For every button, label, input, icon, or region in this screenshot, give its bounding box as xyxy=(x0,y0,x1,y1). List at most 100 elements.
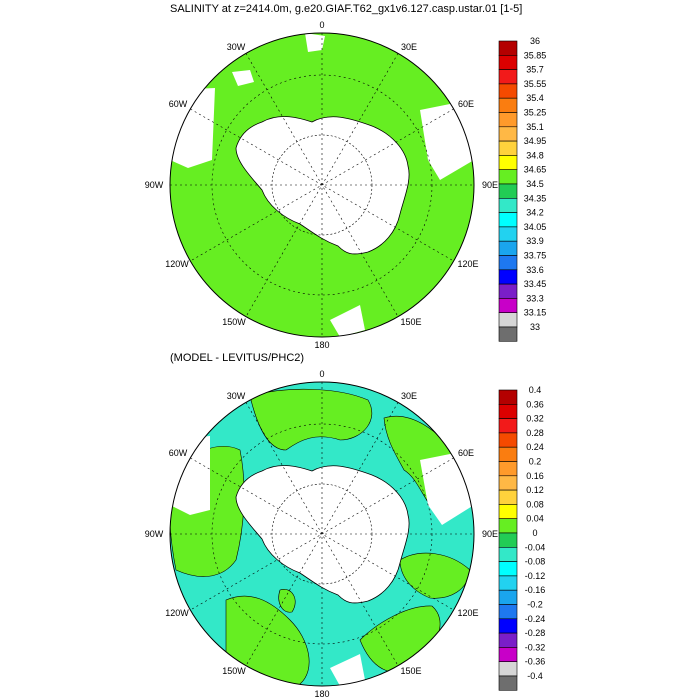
bottom-colorbar-swatch xyxy=(498,389,518,405)
top-missing-patch xyxy=(232,70,254,86)
top-lon-label-120e: 120E xyxy=(457,259,478,269)
top-panel-title: SALINITY at z=2414.0m, g.e20.GIAF.T62_gx… xyxy=(170,3,523,15)
bottom-missing-patch xyxy=(330,654,365,686)
top-colorbar-swatch xyxy=(498,255,518,271)
bottom-colorbar-label: 0.16 xyxy=(526,471,544,481)
bottom-polar-map: 0 30E 60E 90E 120E 150E 180 150W 120W 90… xyxy=(145,369,498,699)
bottom-colorbar-swatch xyxy=(498,432,518,448)
top-antarctica xyxy=(235,116,410,255)
bottom-colorbar-swatch xyxy=(498,504,518,519)
bottom-colorbar-swatch xyxy=(498,403,518,419)
top-colorbar-swatch xyxy=(498,269,518,285)
top-colorbar-swatch xyxy=(498,212,518,228)
top-colorbar-label: 34.5 xyxy=(526,179,544,189)
top-colorbar-label: 35.4 xyxy=(526,93,544,103)
top-lon-label-60w: 60W xyxy=(169,99,188,109)
bottom-colorbar-label: -0.16 xyxy=(525,585,546,595)
top-colorbar-label: 34.05 xyxy=(524,222,547,232)
top-colorbar-swatch xyxy=(498,140,518,156)
bottom-colorbar-label: 0.08 xyxy=(526,499,544,509)
bottom-colorbar-swatch xyxy=(498,532,518,548)
bottom-colorbar-swatch xyxy=(498,461,518,477)
top-colorbar-swatch xyxy=(498,112,518,128)
bottom-lon-label-30e: 30E xyxy=(401,391,417,401)
bottom-colorbar-swatch xyxy=(498,489,518,505)
top-colorbar-label: 33.9 xyxy=(526,236,544,246)
bottom-lon-label-120w: 120W xyxy=(165,608,189,618)
bottom-lon-label-60w: 60W xyxy=(169,448,188,458)
top-lon-label-60e: 60E xyxy=(458,99,474,109)
bottom-colorbar-label: 0.24 xyxy=(526,442,544,452)
top-lon-label-0: 0 xyxy=(319,20,324,30)
bottom-lon-label-150e: 150E xyxy=(400,666,421,676)
top-colorbar-label: 35.1 xyxy=(526,122,544,132)
bottom-colorbar-swatch xyxy=(498,518,518,534)
top-lon-label-30w: 30W xyxy=(227,42,246,52)
bottom-colorbar-label: -0.12 xyxy=(525,571,546,581)
bottom-lon-label-30w: 30W xyxy=(227,391,246,401)
top-colorbar-label: 33 xyxy=(530,322,540,332)
bottom-colorbar-label: -0.32 xyxy=(525,642,546,652)
top-colorbar-label: 34.35 xyxy=(524,193,547,203)
top-colorbar-swatch xyxy=(498,169,518,185)
top-colorbar-label: 33.45 xyxy=(524,279,547,289)
top-lon-label-90e: 90E xyxy=(482,180,498,190)
bottom-lon-label-150w: 150W xyxy=(222,666,246,676)
top-colorbar-swatch xyxy=(498,198,518,213)
top-colorbar-label: 35.55 xyxy=(524,79,547,89)
bottom-colorbar-swatch xyxy=(498,418,518,434)
top-map-border xyxy=(169,32,475,338)
top-polar-map: 0 30E 60E 90E 120E 150E 180 150W 120W 90… xyxy=(145,20,498,350)
top-colorbar-label: 36 xyxy=(530,36,540,46)
top-colorbar-label: 35.7 xyxy=(526,65,544,75)
bottom-colorbar-swatch xyxy=(498,475,518,491)
top-lon-label-30e: 30E xyxy=(401,42,417,52)
top-colorbar-swatch xyxy=(498,312,518,328)
top-colorbar-label: 35.25 xyxy=(524,108,547,118)
bottom-colorbar-label: 0.28 xyxy=(526,428,544,438)
top-colorbar-swatch xyxy=(498,97,518,113)
bottom-antarctica xyxy=(235,465,410,604)
bottom-colorbar-label: -0.2 xyxy=(527,600,543,610)
bottom-colorbar-label: -0.24 xyxy=(525,614,546,624)
bottom-colorbar-label: 0.36 xyxy=(526,399,544,409)
top-colorbar-swatch xyxy=(498,183,518,199)
bottom-lon-label-60e: 60E xyxy=(458,448,474,458)
bottom-lon-label-180: 180 xyxy=(314,689,329,699)
bottom-colorbar-swatch xyxy=(498,618,518,634)
bottom-colorbar-label: -0.08 xyxy=(525,557,546,567)
bottom-colorbar-label: 0.4 xyxy=(529,385,542,395)
top-colorbar-swatch xyxy=(498,326,518,342)
bottom-colorbar-label: -0.4 xyxy=(527,671,543,681)
bottom-colorbar-swatch xyxy=(498,632,518,648)
top-colorbar-swatch xyxy=(498,240,518,256)
bottom-colorbar-label: 0.12 xyxy=(526,485,544,495)
top-colorbar-label: 34.95 xyxy=(524,136,547,146)
top-colorbar-swatch xyxy=(498,126,518,142)
bottom-lon-label-90e: 90E xyxy=(482,529,498,539)
top-lon-label-150e: 150E xyxy=(400,317,421,327)
top-colorbar-swatch xyxy=(498,40,518,56)
bottom-colorbar: 0.4 0.36 0.32 0.28 0.24 0.2 0.16 0.12 0.08 0.04 0 -… xyxy=(498,385,546,691)
bottom-colorbar-swatch xyxy=(498,647,518,663)
bottom-colorbar-swatch xyxy=(498,675,518,691)
top-colorbar: 36 35.85 35.7 35.55 35.4 35.25 35.1 34.95 34.8 34… xyxy=(498,36,547,342)
top-colorbar-label: 33.6 xyxy=(526,265,544,275)
top-colorbar-label: 34.8 xyxy=(526,150,544,160)
bottom-colorbar-swatch xyxy=(498,561,518,577)
top-colorbar-label: 33.75 xyxy=(524,251,547,261)
top-colorbar-swatch xyxy=(498,83,518,99)
bottom-colorbar-label: 0.32 xyxy=(526,414,544,424)
top-graticule xyxy=(170,33,474,337)
bottom-colorbar-label: 0 xyxy=(532,528,537,538)
bottom-colorbar-label: -0.28 xyxy=(525,628,546,638)
top-colorbar-swatch xyxy=(498,283,518,299)
bottom-map-border xyxy=(169,381,475,687)
bottom-colorbar-swatch xyxy=(498,661,518,677)
top-colorbar-swatch xyxy=(498,69,518,85)
bottom-panel-title: (MODEL - LEVITUS/PHC2) xyxy=(170,352,305,364)
bottom-lon-label-120e: 120E xyxy=(457,608,478,618)
top-missing-patch xyxy=(330,305,365,337)
top-colorbar-label: 34.2 xyxy=(526,208,544,218)
